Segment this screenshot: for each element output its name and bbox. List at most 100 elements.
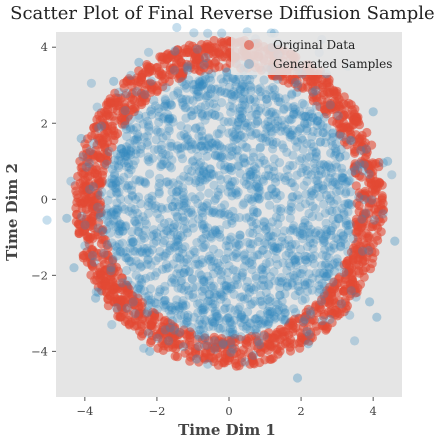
data-point-generated xyxy=(330,258,340,268)
data-point-generated xyxy=(201,92,211,102)
data-point-generated xyxy=(258,245,268,255)
data-point-generated xyxy=(235,230,245,240)
data-point-generated xyxy=(216,151,226,161)
data-point-generated xyxy=(236,130,246,140)
data-point-generated xyxy=(255,103,266,113)
data-point-original xyxy=(99,158,109,168)
data-point-generated xyxy=(297,269,307,279)
data-point-generated xyxy=(264,191,274,201)
data-point-generated xyxy=(259,216,269,226)
data-point-generated xyxy=(296,133,306,143)
data-point-generated xyxy=(217,28,227,38)
data-point-generated xyxy=(211,194,221,204)
data-point-generated xyxy=(227,191,237,201)
data-point-generated xyxy=(116,144,127,154)
data-point-generated xyxy=(164,336,174,346)
data-point-generated xyxy=(233,304,243,314)
data-point-generated xyxy=(235,131,245,141)
data-point-generated xyxy=(342,177,352,187)
data-point-generated xyxy=(113,155,123,165)
data-point-generated xyxy=(239,250,249,260)
data-point-generated xyxy=(314,281,324,291)
data-point-generated xyxy=(313,116,323,126)
data-point-generated xyxy=(354,192,364,202)
data-point-generated xyxy=(240,249,250,259)
data-point-generated xyxy=(215,287,225,297)
data-point-generated xyxy=(209,292,219,302)
data-point-generated xyxy=(175,143,185,153)
data-point-generated xyxy=(248,205,258,215)
data-point-generated xyxy=(337,163,347,173)
data-point-generated xyxy=(316,296,326,306)
data-point-generated xyxy=(246,184,256,194)
data-point-generated xyxy=(305,238,315,248)
data-point-generated xyxy=(118,248,128,258)
data-point-generated xyxy=(222,67,232,77)
data-point-generated xyxy=(122,151,132,161)
data-point-original xyxy=(130,315,140,325)
data-point-generated xyxy=(188,223,198,233)
data-point-original xyxy=(107,124,117,134)
data-point-generated xyxy=(181,113,191,123)
data-point-generated xyxy=(177,154,188,164)
data-point-generated xyxy=(122,131,132,141)
data-point-generated xyxy=(248,221,258,231)
data-point-generated xyxy=(216,275,226,285)
data-point-generated xyxy=(212,129,222,139)
data-point-generated xyxy=(209,256,219,266)
data-point-generated xyxy=(108,180,118,190)
data-point-generated xyxy=(217,86,227,96)
data-point-generated xyxy=(264,231,274,241)
x-tick-label: 2 xyxy=(297,404,304,418)
data-point-generated xyxy=(135,175,145,185)
data-point-generated xyxy=(227,95,237,105)
legend-marker-generated xyxy=(244,59,254,69)
data-point-generated xyxy=(258,269,268,279)
data-point-original xyxy=(100,278,111,288)
data-point-generated xyxy=(246,283,256,293)
data-point-generated xyxy=(323,177,333,187)
data-point-generated xyxy=(227,177,237,187)
data-point-original xyxy=(365,264,376,274)
data-point-generated xyxy=(287,90,297,100)
data-point-generated xyxy=(346,135,356,146)
data-point-generated xyxy=(214,129,224,139)
data-point-generated xyxy=(204,134,214,144)
data-point-generated xyxy=(293,80,303,90)
data-point-generated xyxy=(198,303,208,313)
data-point-generated xyxy=(239,176,249,186)
data-point-generated xyxy=(125,139,135,149)
data-point-generated xyxy=(139,286,149,296)
data-point-original xyxy=(158,70,168,80)
data-point-generated xyxy=(210,225,220,235)
data-point-generated xyxy=(255,296,265,307)
y-axis-label: Time Dim 2 xyxy=(3,163,21,261)
data-point-generated xyxy=(249,192,260,202)
data-point-generated xyxy=(165,141,175,151)
data-point-generated xyxy=(356,145,366,156)
data-point-generated xyxy=(198,165,208,175)
data-point-generated xyxy=(277,140,287,150)
data-point-generated xyxy=(346,187,356,197)
data-point-generated xyxy=(154,189,164,199)
data-point-generated xyxy=(258,300,268,310)
data-point-generated xyxy=(168,178,178,188)
data-point-generated xyxy=(210,110,220,120)
data-point-generated xyxy=(153,145,163,155)
data-point-generated xyxy=(311,175,321,185)
data-point-generated xyxy=(220,88,230,98)
data-point-generated xyxy=(298,222,308,232)
data-point-generated xyxy=(310,166,321,176)
data-point-generated xyxy=(289,273,300,283)
data-point-generated xyxy=(191,123,201,133)
data-point-generated xyxy=(280,314,290,324)
data-point-original xyxy=(210,63,220,73)
data-point-generated xyxy=(338,173,348,183)
data-point-generated xyxy=(288,280,298,290)
data-point-generated xyxy=(178,94,188,104)
data-point-generated xyxy=(348,234,358,244)
data-point-generated xyxy=(93,223,103,233)
data-point-generated xyxy=(300,314,310,324)
data-point-generated xyxy=(320,236,330,246)
data-point-generated xyxy=(181,83,192,93)
